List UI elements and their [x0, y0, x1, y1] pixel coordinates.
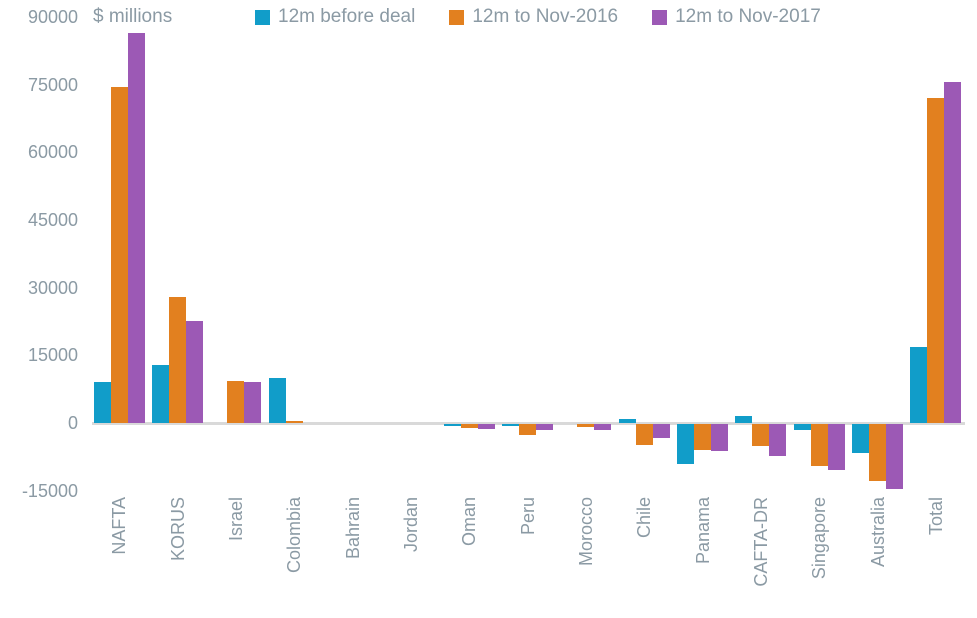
y-tick-label-60000: 60000 — [27, 142, 78, 163]
bar-peru-12m-before-deal — [502, 424, 519, 426]
bar-nafta-12m-to-nov-2017 — [127, 32, 145, 423]
x-category-label-australia: Australia — [867, 497, 888, 568]
bar-total-12m-to-nov-2017 — [944, 82, 962, 423]
y-tick-label-75000: 75000 — [27, 74, 78, 95]
bar-israel-12m-to-nov-2016 — [227, 381, 245, 423]
x-category-label-colombia: Colombia — [284, 497, 305, 574]
y-tick-label-30000: 30000 — [27, 277, 78, 298]
y-tick-label--15000: -15000 — [21, 480, 78, 501]
bar-panama-12m-before-deal — [677, 424, 694, 465]
legend-item-12m-to-nov-2017: 12m to Nov-2017 — [652, 6, 821, 28]
bar-peru-12m-to-nov-2017 — [536, 424, 553, 431]
bar-korus-12m-to-nov-2017 — [186, 321, 203, 423]
bar-panama-12m-to-nov-2016 — [694, 424, 711, 451]
bar-singapore-12m-to-nov-2017 — [827, 424, 845, 471]
bar-panama-12m-to-nov-2017 — [711, 424, 728, 451]
legend-item-12m-before-deal: 12m before deal — [255, 6, 415, 28]
x-category-label-panama: Panama — [692, 497, 713, 565]
legend-swatch-icon — [255, 9, 270, 25]
y-axis-title: $ millions — [93, 6, 173, 27]
bar-korus-12m-to-nov-2016 — [169, 296, 186, 423]
legend-swatch-icon — [449, 9, 465, 25]
x-category-label-cafta-dr: CAFTA-DR — [750, 497, 771, 587]
bar-oman-12m-to-nov-2017 — [477, 424, 495, 430]
bar-colombia-12m-before-deal — [268, 378, 286, 423]
bar-nafta-12m-to-nov-2016 — [110, 86, 128, 423]
x-category-label-oman: Oman — [459, 497, 480, 547]
y-tick-label-90000: 90000 — [27, 6, 78, 27]
bar-australia-12m-to-nov-2017 — [886, 424, 903, 489]
bar-peru-12m-to-nov-2016 — [519, 424, 536, 435]
bar-nafta-12m-before-deal — [93, 382, 111, 423]
y-tick-label-0: 0 — [67, 413, 78, 433]
legend-label: 12m to Nov-2016 — [472, 6, 619, 27]
bar-oman-12m-to-nov-2016 — [460, 424, 478, 429]
legend-swatch-icon — [652, 9, 668, 25]
x-category-label-nafta: NAFTA — [109, 497, 130, 555]
x-category-label-chile: Chile — [634, 497, 655, 539]
bar-singapore-12m-before-deal — [793, 424, 811, 430]
bar-total-12m-to-nov-2016 — [927, 98, 945, 423]
y-tick-label-45000: 45000 — [27, 209, 78, 230]
legend-label: 12m to Nov-2017 — [675, 6, 821, 27]
bar-australia-12m-before-deal — [852, 424, 869, 454]
legend: 12m before deal 12m to Nov-2016 12m to Nov… — [255, 6, 821, 28]
bar-total-12m-before-deal — [910, 346, 928, 423]
bar-cafta-dr-12m-to-nov-2016 — [752, 424, 770, 447]
bar-colombia-12m-to-nov-2016 — [285, 420, 303, 423]
x-category-label-israel: Israel — [225, 497, 246, 542]
x-category-label-korus: KORUS — [167, 497, 188, 562]
x-category-label-total: Total — [925, 497, 946, 536]
x-category-label-jordan: Jordan — [400, 497, 421, 553]
bar-chile-12m-before-deal — [618, 418, 636, 423]
x-axis-zero-line — [92, 422, 965, 425]
legend-label: 12m before deal — [278, 6, 416, 27]
bar-chile-12m-to-nov-2016 — [635, 424, 653, 445]
bar-singapore-12m-to-nov-2016 — [810, 424, 828, 467]
x-category-label-singapore: Singapore — [809, 497, 830, 580]
x-category-label-morocco: Morocco — [575, 497, 596, 567]
x-category-label-peru: Peru — [517, 497, 538, 536]
x-category-label-bahrain: Bahrain — [342, 497, 363, 560]
bar-morocco-12m-to-nov-2017 — [594, 424, 612, 430]
y-tick-label-15000: 15000 — [27, 345, 78, 366]
legend-item-12m-to-nov-2016: 12m to Nov-2016 — [449, 6, 618, 28]
bar-chile-12m-to-nov-2017 — [652, 424, 670, 438]
bar-morocco-12m-to-nov-2016 — [577, 424, 595, 428]
bar-cafta-dr-12m-to-nov-2017 — [769, 424, 787, 457]
bar-israel-12m-to-nov-2017 — [244, 381, 262, 423]
bar-korus-12m-before-deal — [152, 365, 169, 423]
bar-oman-12m-before-deal — [443, 424, 461, 427]
bar-cafta-dr-12m-before-deal — [735, 416, 753, 423]
bar-australia-12m-to-nov-2016 — [869, 424, 886, 481]
